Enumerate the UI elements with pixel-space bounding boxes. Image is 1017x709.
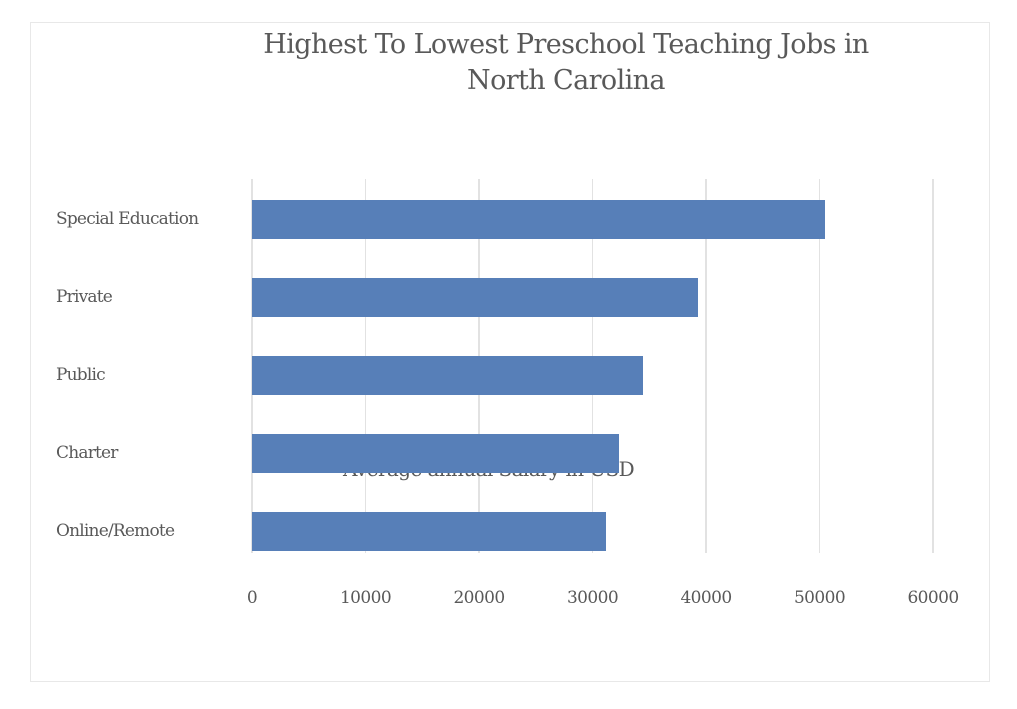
y-category-label: Special Education (56, 209, 199, 229)
y-category-label: Private (56, 287, 113, 307)
chart-title-line-2: North Carolina (467, 65, 665, 96)
plot-area: Average annual Salary in USD 01000020000… (31, 23, 989, 681)
gridline (705, 179, 707, 553)
bar (252, 512, 607, 551)
y-category-label: Charter (56, 443, 118, 463)
y-category-label: Public (56, 365, 106, 385)
bars-layer (31, 23, 989, 681)
x-tick-label: 20000 (453, 588, 505, 608)
gridline (932, 179, 934, 553)
bar (252, 200, 826, 239)
x-tick-label: 0 (246, 588, 258, 608)
chart-frame: Highest To Lowest Preschool Teaching Job… (30, 22, 990, 682)
chart-title: Highest To Lowest Preschool Teaching Job… (181, 27, 951, 99)
y-category-label: Online/Remote (56, 521, 175, 541)
bar (252, 278, 699, 317)
x-tick-label: 10000 (339, 588, 392, 608)
gridline (818, 179, 821, 553)
x-tick-label: 40000 (680, 588, 732, 608)
bar (252, 356, 643, 395)
x-tick-label: 60000 (907, 588, 959, 608)
bar (252, 434, 619, 473)
x-tick-label: 30000 (566, 588, 619, 608)
chart-title-line-1: Highest To Lowest Preschool Teaching Job… (263, 29, 869, 60)
x-tick-label: 50000 (793, 588, 846, 608)
